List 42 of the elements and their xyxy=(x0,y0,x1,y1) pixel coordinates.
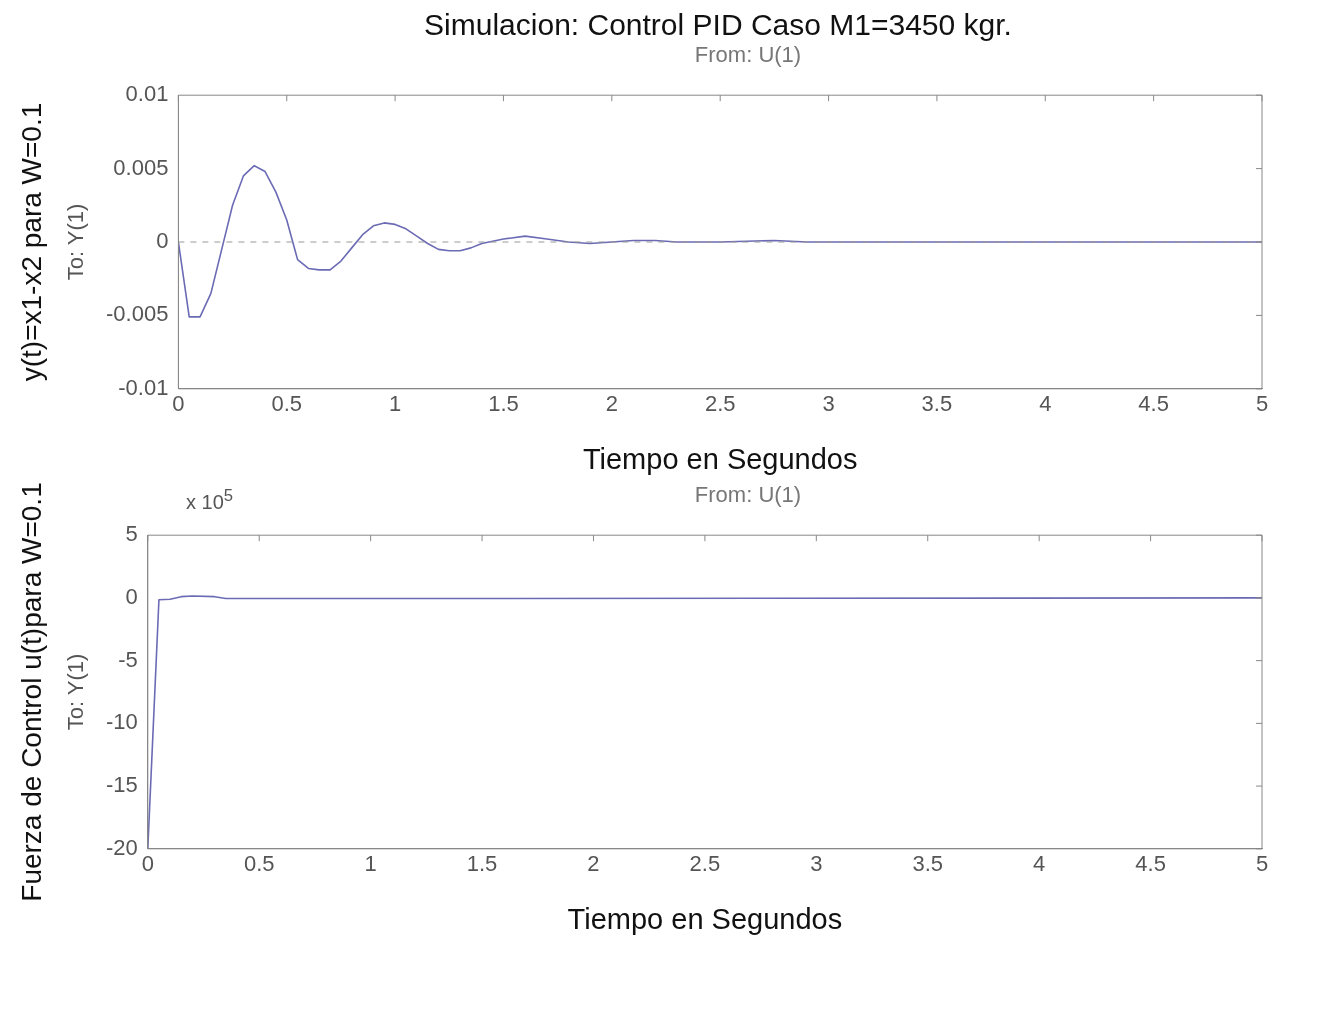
x-tick-label: 2.5 xyxy=(704,391,736,417)
text: x 10$^{5}$ xyxy=(186,486,234,514)
x-tick-label: 1.5 xyxy=(488,391,519,417)
x-tick-label: 2.5 xyxy=(689,851,721,877)
y-tick-label: -20 xyxy=(106,834,138,860)
x-tick-label: 2 xyxy=(605,391,618,417)
text: To: Y(1) xyxy=(63,653,89,731)
x-tick-label: 4.5 xyxy=(1135,851,1166,877)
x-tick-label: 1 xyxy=(364,851,377,877)
x-axis-title: Tiempo en Segundos xyxy=(567,902,843,935)
x-tick-label: 3 xyxy=(810,851,823,877)
y-tick-label: 0 xyxy=(156,228,169,254)
y-tick-label: -15 xyxy=(106,772,138,798)
x-tick-label: 4 xyxy=(1033,851,1046,877)
x-tick-label: 5 xyxy=(1255,851,1269,877)
y-tick-label: -10 xyxy=(106,709,138,735)
x-tick-label: 5 xyxy=(1255,391,1269,417)
x-tick-label: 2 xyxy=(587,851,600,877)
chart-subtitle: From: U(1) xyxy=(694,482,802,507)
x-tick-label: 3.5 xyxy=(912,851,944,877)
y-axis-title: Fuerza de Control u(t)para W=0.1 xyxy=(16,482,48,902)
x-tick-label: 1.5 xyxy=(466,851,498,877)
x-tick-label: 3.5 xyxy=(921,391,953,417)
x-tick-label: 0.5 xyxy=(243,851,275,877)
y-tick-label: -5 xyxy=(118,646,138,672)
y-tick-label: -0.005 xyxy=(105,301,169,327)
x-tick-label: 1 xyxy=(388,391,402,417)
x-tick-label: 0.5 xyxy=(271,391,303,417)
y-tick-label: 0.005 xyxy=(113,154,169,180)
chart-title: Simulacion: Control PID Caso M1=3450 kgr. xyxy=(423,8,1013,42)
y-tick-label: 5 xyxy=(125,521,138,547)
x-tick-label: 0 xyxy=(172,391,185,417)
y-tick-label: 0 xyxy=(125,583,138,609)
text: To: Y(1) xyxy=(63,203,89,281)
y-tick-label: -0.01 xyxy=(118,374,169,400)
x-axis-title: Tiempo en Segundos xyxy=(582,442,858,475)
y-tick-label: 0.01 xyxy=(125,81,169,107)
x-tick-label: 3 xyxy=(822,391,835,417)
x-tick-label: 4 xyxy=(1039,391,1052,417)
chart-subtitle: From: U(1) xyxy=(693,42,803,68)
x-tick-label: 4.5 xyxy=(1138,391,1169,417)
y-axis-title: y(t)=x1-x2 para W=0.1 xyxy=(16,102,48,382)
